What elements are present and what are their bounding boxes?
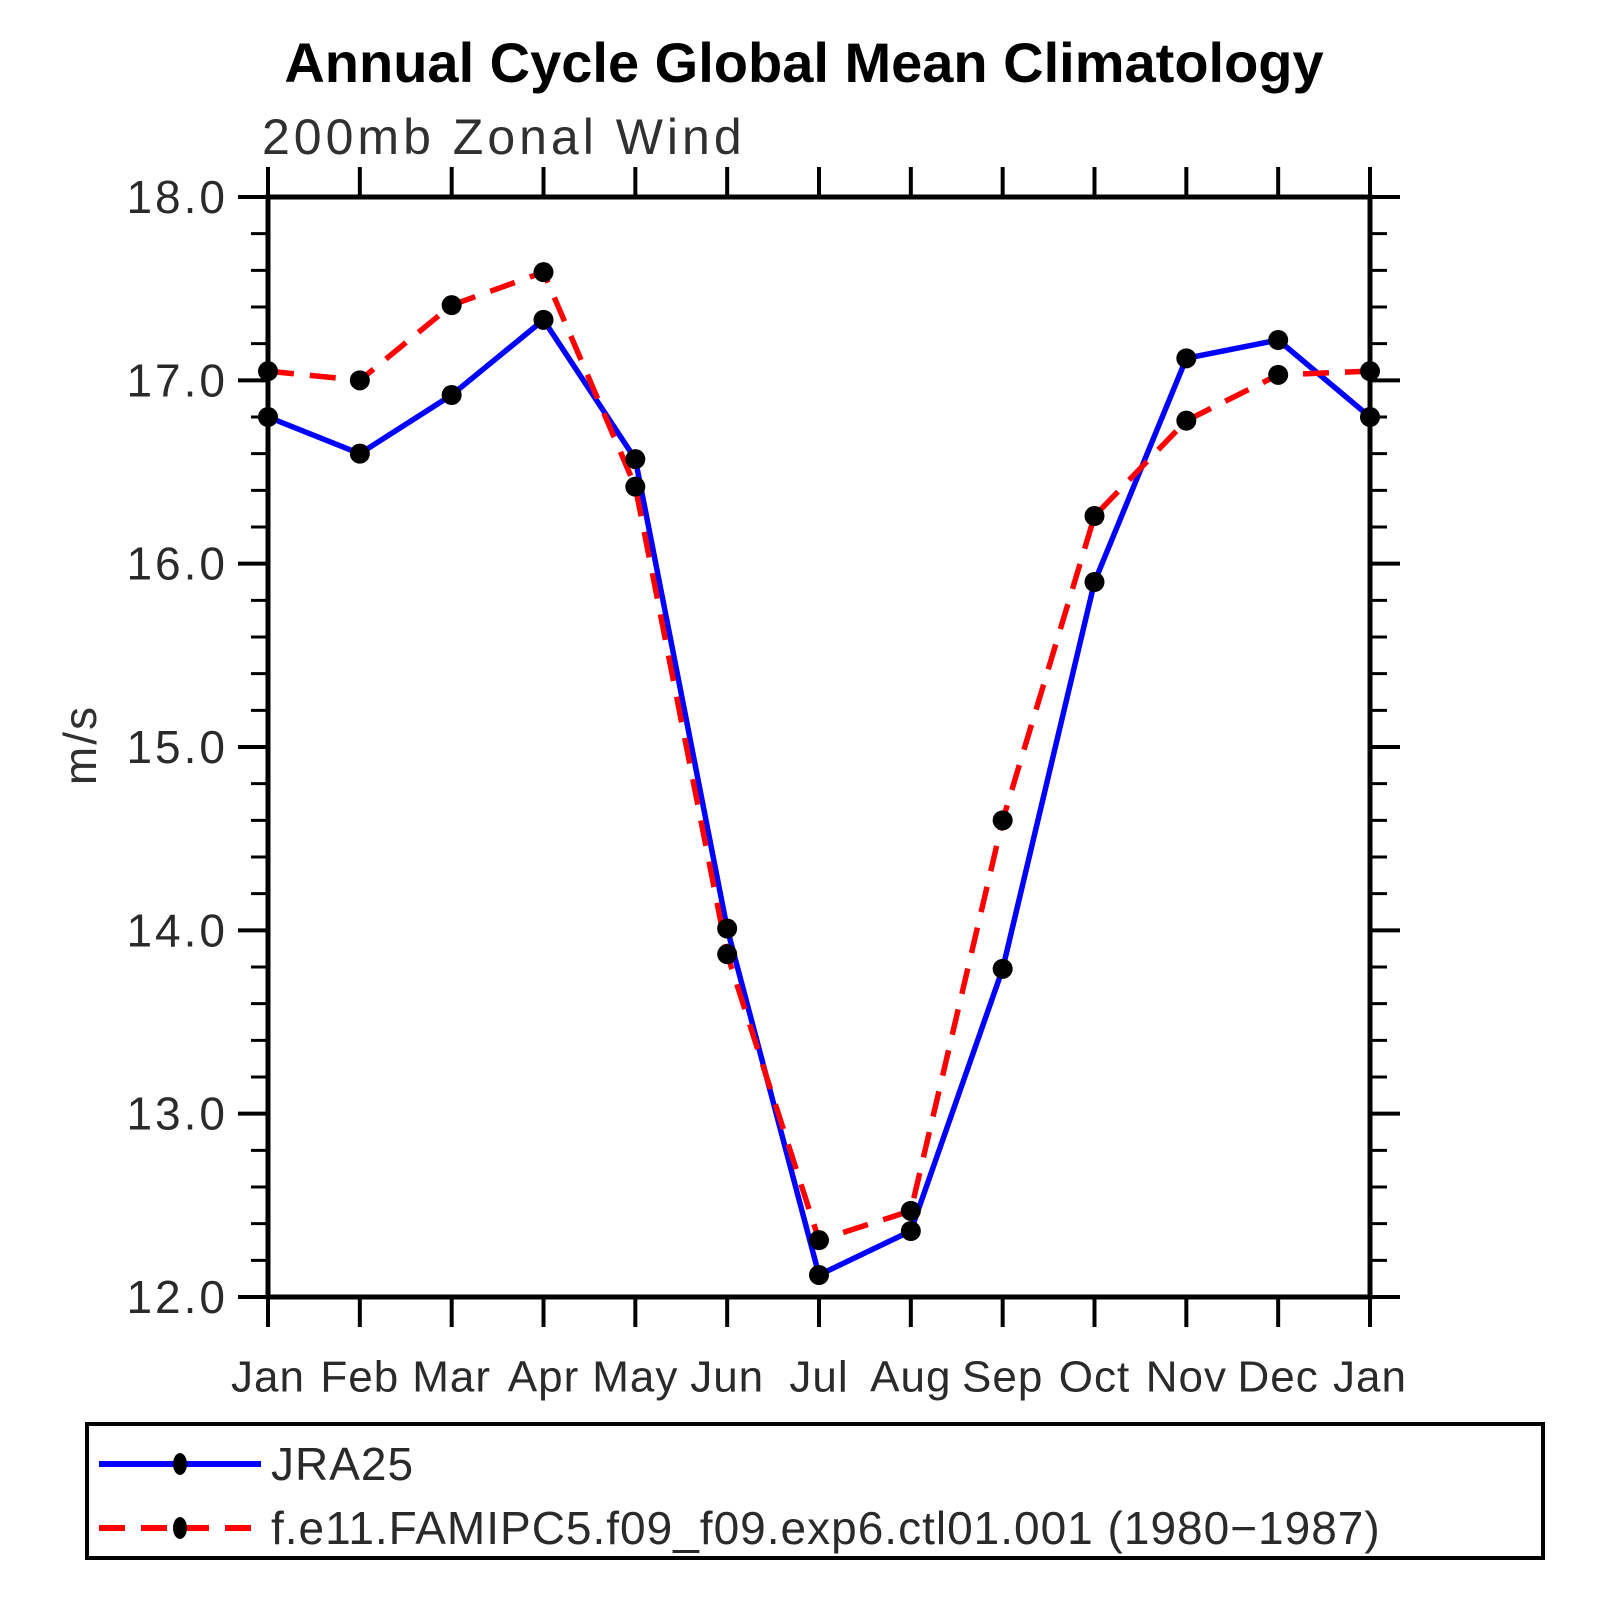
series-line-1 [267, 268, 1371, 1244]
data-point-s0 [441, 385, 462, 405]
data-point-s0 [992, 958, 1013, 979]
legend-entry-jra25: JRA25 [95, 1438, 414, 1490]
legend-entry-model: f.e11.FAMIPC5.f09_f09.exp6.ctl01.001 (19… [95, 1502, 1381, 1554]
x-tick-label: Dec [1238, 1353, 1319, 1402]
data-point-s0 [1176, 348, 1197, 369]
data-point-s0 [625, 449, 646, 470]
data-point-s0 [900, 1221, 921, 1241]
y-tick-label: 13.0 [126, 1088, 228, 1140]
plot-frame [265, 194, 1373, 1300]
data-point-s1 [258, 361, 278, 382]
legend-swatch-solid-line [99, 1453, 261, 1475]
data-point-s0 [809, 1265, 829, 1285]
chart-subtitle: 200mb Zonal Wind [262, 109, 746, 165]
x-tick-label: Jan [231, 1353, 305, 1402]
x-tick-label: Aug [870, 1353, 951, 1402]
legend-marker-dot [173, 1453, 187, 1475]
data-point-s0 [533, 309, 554, 330]
data-point-s1 [441, 295, 462, 316]
data-point-s1 [1360, 361, 1380, 382]
x-tick-label: Mar [412, 1353, 491, 1402]
data-point-s1 [900, 1200, 921, 1221]
data-point-s1 [1084, 506, 1105, 526]
data-point-s1 [349, 370, 370, 391]
data-point-s0 [1084, 572, 1105, 592]
data-point-s0 [717, 918, 738, 939]
x-tick-label: Jul [789, 1353, 848, 1402]
y-tick-label: 17.0 [126, 354, 228, 406]
data-point-s0 [349, 443, 370, 464]
data-point-s1 [717, 944, 738, 965]
y-tick-label: 18.0 [126, 171, 228, 223]
data-point-s1 [625, 476, 646, 497]
x-tick-label: Nov [1146, 1353, 1227, 1402]
x-tick-label: Sep [962, 1353, 1043, 1402]
data-point-s0 [258, 407, 278, 427]
chart-title: Annual Cycle Global Mean Climatology [284, 31, 1324, 94]
legend-label-model: f.e11.FAMIPC5.f09_f09.exp6.ctl01.001 (19… [271, 1502, 1381, 1554]
data-point-s0 [1360, 407, 1380, 427]
x-tick-label: Feb [320, 1353, 399, 1402]
y-tick-label: 15.0 [126, 721, 228, 773]
legend-label-jra25: JRA25 [271, 1438, 415, 1490]
x-tick-label: Oct [1059, 1353, 1130, 1402]
y-tick-label: 16.0 [126, 538, 228, 590]
data-point-s1 [1268, 364, 1289, 385]
data-point-s1 [992, 810, 1013, 831]
legend-marker-dot [173, 1517, 187, 1539]
x-tick-label: Jun [690, 1353, 764, 1402]
data-point-s1 [1176, 410, 1197, 431]
y-tick-label: 12.0 [126, 1271, 228, 1323]
x-tick-label: May [592, 1353, 678, 1402]
data-point-s1 [533, 262, 554, 283]
legend-box: JRA25 f.e11.FAMIPC5.f09_f09.exp6.ctl01.0… [85, 1422, 1545, 1560]
series-line-0 [266, 315, 1372, 1279]
legend-swatch-dashed-line [99, 1517, 261, 1539]
data-point-s0 [1268, 330, 1289, 350]
x-tick-label: Apr [508, 1353, 579, 1402]
x-tick-label: Jan [1333, 1353, 1407, 1402]
y-tick-label: 14.0 [126, 904, 228, 956]
data-point-s1 [809, 1230, 829, 1251]
